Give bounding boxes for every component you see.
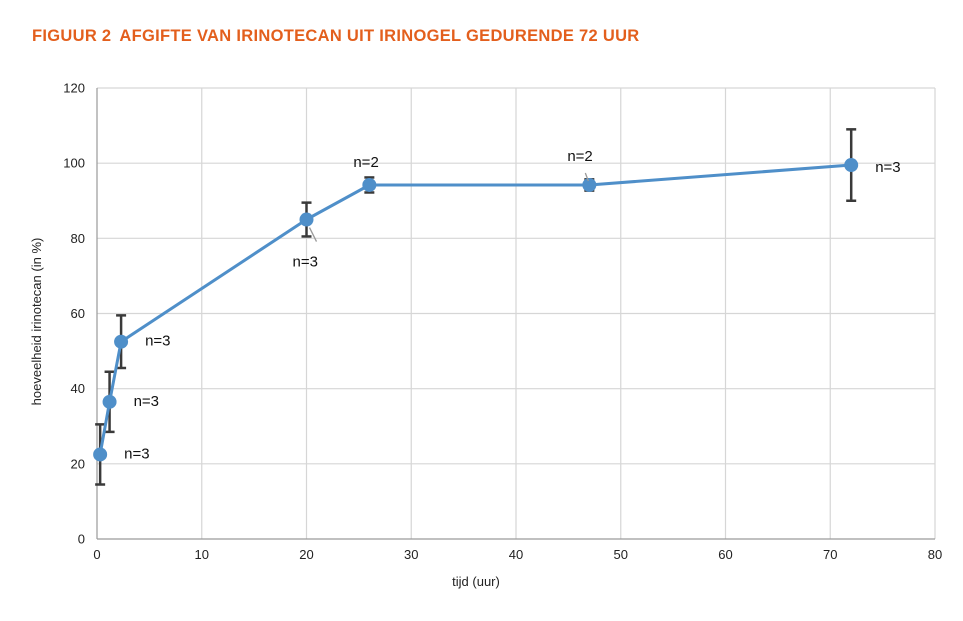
sample-size-labels: n=3 n=3 n=3 n=3 n=2 n=2 n=3 [124, 148, 901, 462]
y-tick-label-120: 120 [63, 81, 85, 96]
data-point-0 [93, 447, 108, 462]
data-point-1 [102, 394, 117, 409]
data-series [98, 163, 852, 455]
n-label-4: n=2 [353, 154, 378, 171]
n-label-1: n=3 [134, 393, 159, 410]
x-tick-label-20: 20 [299, 547, 313, 562]
figure-number: FIGUUR 2 [32, 27, 112, 45]
x-tick-label-80: 80 [928, 547, 942, 562]
y-tick-label-60: 60 [71, 306, 85, 321]
tick-labels: 0 10 20 30 40 50 60 70 80 0 20 40 60 80 100 120 [63, 81, 942, 563]
x-tick-label-70: 70 [823, 547, 837, 562]
figure-title-text: AFGIFTE VAN IRINOTECAN UIT IRINOGEL GEDU… [119, 27, 640, 45]
data-point-5 [582, 177, 597, 192]
axes [96, 88, 935, 540]
x-tick-label-60: 60 [718, 547, 732, 562]
n-label-leader-5 [584, 172, 589, 182]
n-label-3: n=3 [293, 254, 318, 271]
y-tick-label-80: 80 [71, 231, 85, 246]
figure-title: FIGUUR 2 AFGIFTE VAN IRINOTECAN UIT IRINO… [32, 27, 640, 46]
n-label-leader-3 [308, 227, 318, 242]
x-tick-label-0: 0 [93, 547, 100, 562]
data-points [93, 158, 859, 462]
n-label-6: n=3 [875, 159, 900, 176]
error-bars [95, 128, 857, 486]
y-tick-label-40: 40 [71, 381, 85, 396]
n-label-5: n=2 [567, 148, 592, 165]
y-tick-label-100: 100 [63, 156, 85, 171]
x-tick-label-50: 50 [614, 547, 628, 562]
y-axis-label: hoeveelheid irinotecan (in %) [29, 238, 44, 406]
n-label-2: n=3 [145, 333, 170, 350]
data-point-2 [114, 334, 129, 349]
data-point-6 [844, 158, 859, 173]
x-axis-label: tijd (uur) [452, 574, 500, 589]
n-label-0: n=3 [124, 445, 149, 462]
gridlines [97, 87, 936, 539]
y-tick-label-0: 0 [78, 532, 85, 547]
data-point-3 [299, 212, 314, 227]
series-line [98, 163, 852, 455]
data-point-4 [362, 177, 377, 192]
x-tick-label-10: 10 [195, 547, 209, 562]
x-tick-label-30: 30 [404, 547, 418, 562]
x-tick-label-40: 40 [509, 547, 523, 562]
y-tick-label-20: 20 [71, 456, 85, 471]
